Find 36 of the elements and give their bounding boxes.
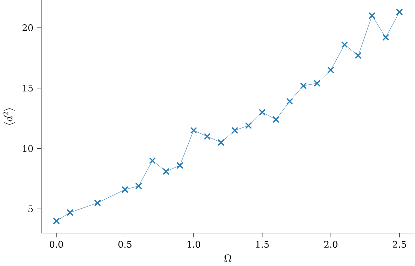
point xyxy=(218,139,225,146)
point xyxy=(382,34,390,42)
point xyxy=(53,218,60,225)
point xyxy=(190,127,198,134)
point xyxy=(176,162,184,170)
x-tick-label: 1.0 xyxy=(188,241,200,248)
x-tick-label: 2.0 xyxy=(324,241,338,248)
point xyxy=(368,12,376,20)
point xyxy=(328,66,335,74)
point xyxy=(232,127,238,134)
point xyxy=(300,82,308,90)
x-tick-label: 1.5 xyxy=(256,241,269,248)
x-tick-label: 2.5 xyxy=(393,241,406,248)
point xyxy=(314,80,321,88)
point xyxy=(396,8,404,16)
point xyxy=(259,109,266,116)
point xyxy=(162,168,170,176)
y-tick-label: 10 xyxy=(23,145,34,152)
point xyxy=(204,133,212,140)
point xyxy=(149,158,156,164)
y-tick-label: 20 xyxy=(22,24,34,32)
point xyxy=(122,186,129,194)
point xyxy=(286,98,294,106)
x-axis-title: $\Omega$ xyxy=(224,254,232,263)
point xyxy=(341,42,348,48)
point xyxy=(136,182,142,190)
point xyxy=(272,116,280,124)
y-tick-label: 15 xyxy=(23,85,33,92)
point xyxy=(66,209,74,216)
x-tick-label: 0.0 xyxy=(50,241,64,248)
point xyxy=(245,122,252,130)
point xyxy=(355,52,362,60)
y-tick-label: 5 xyxy=(28,206,33,213)
x-tick-label: 0.5 xyxy=(118,241,132,248)
y-axis-title: $\langle d^2\rangle$ xyxy=(3,108,16,126)
point xyxy=(94,200,102,207)
